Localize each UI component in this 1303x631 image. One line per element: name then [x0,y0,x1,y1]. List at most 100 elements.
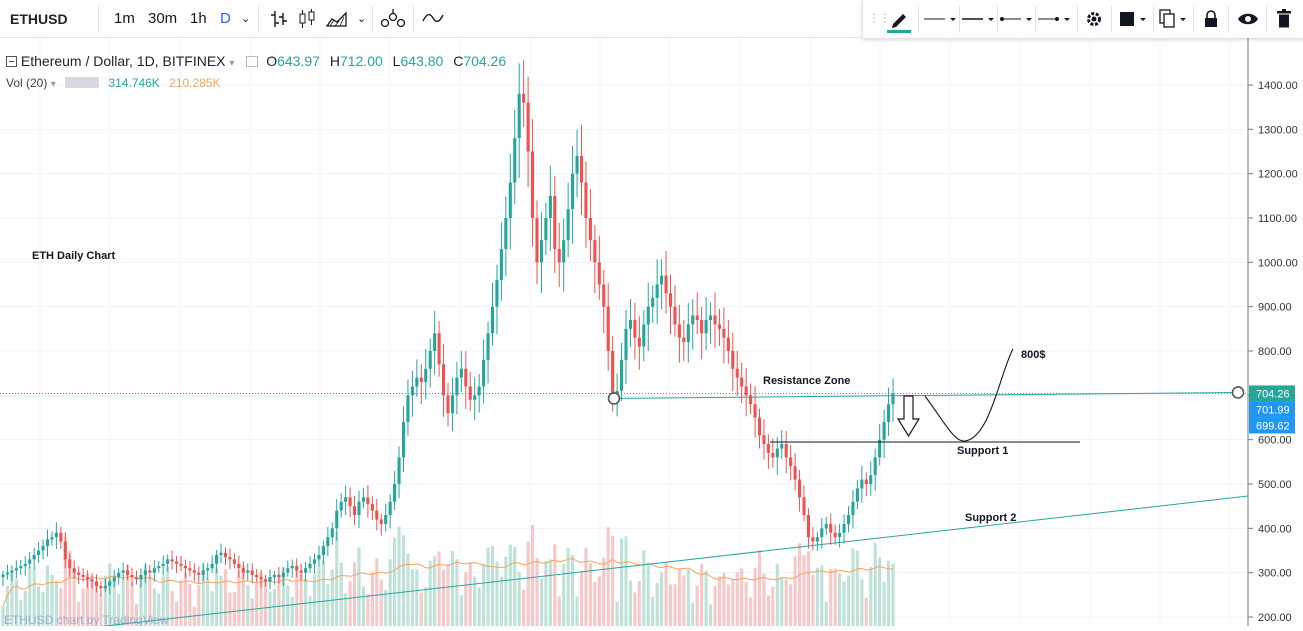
settings-icon[interactable] [1085,10,1103,28]
candle-body [41,546,45,551]
candle-body [201,570,205,575]
volume-bar [335,531,339,626]
interval-dropdown-icon[interactable]: ⌄ [241,13,251,25]
candle-body [584,182,588,218]
interval-d-button[interactable]: D [220,10,231,27]
volume-bar [673,584,677,626]
trash-icon[interactable] [1276,9,1292,29]
volume-bar [1,605,5,626]
chart-grid [0,38,1248,626]
close-value: 704.26 [463,53,507,69]
volume-bar [597,576,601,626]
lock-icon[interactable] [1203,9,1219,29]
series-title[interactable]: Ethereum / Dollar, 1D, BITFINEX [20,53,226,69]
volume-bar [566,547,570,626]
volume-bar [14,579,18,626]
candle-body [504,218,508,250]
volume-bar [833,568,837,626]
volume-value: 314.746K [108,76,160,90]
candle-body [579,155,584,183]
candle-body [352,506,357,516]
volume-dropdown-icon[interactable]: ▾ [50,79,56,90]
volume-controls-icon[interactable] [65,77,100,88]
symbol-search[interactable]: ETHUSD [10,11,68,27]
candle-body [673,306,677,325]
candle-body [232,559,236,564]
price-chart[interactable]: ETH Daily Chart Resistance Zone 800$ Suppor… [0,38,1303,631]
candle-body [891,393,895,405]
candle-body [152,568,156,573]
volume-bar [370,572,374,626]
candle-body [762,435,766,445]
collapse-legend-icon[interactable] [6,56,17,67]
candle-body [477,386,481,396]
open-label: O [266,53,278,69]
candle-body [259,577,263,580]
volume-bar [393,537,397,626]
volume-bar [535,558,539,626]
volume-bar [183,573,188,626]
volume-bar [246,585,250,626]
volume-bar [624,536,628,626]
candle-body [486,333,490,360]
candle-body [393,484,397,502]
candle-body [246,570,250,573]
candle-body [10,570,14,573]
area-chart-icon[interactable] [326,10,348,28]
visibility-icon[interactable] [1237,11,1259,27]
line-style-icon[interactable] [923,12,957,26]
volume-bar [152,588,156,626]
candles-icon[interactable] [298,9,316,29]
interval-30m-button[interactable]: 30m [148,10,178,27]
bar-chart-icon[interactable] [270,9,288,29]
volume-bar [41,591,45,626]
candle-body [94,581,99,586]
series-dropdown-icon[interactable]: ▾ [229,58,235,69]
volume-bar [557,596,561,626]
candle-body [237,563,241,569]
volume-bar [143,564,147,626]
candle-body [553,195,557,250]
volume-bar [192,606,196,626]
indicators-icon[interactable] [422,11,444,25]
pencil-icon[interactable] [885,6,913,34]
candle-body [593,240,597,263]
candle-body [753,404,757,418]
fill-icon[interactable] [1117,9,1149,29]
clone-icon[interactable] [1157,8,1189,30]
chart-area[interactable]: ETH Daily Chart Resistance Zone 800$ Suppor… [0,38,1303,631]
volume-bar [802,555,806,626]
resistance-line [613,391,1239,399]
candle-body [397,457,401,484]
candle-body [161,563,165,567]
candle-body [433,333,437,351]
volume-bar [286,585,290,626]
volume-bar [482,563,486,626]
volume-bar [571,554,575,626]
line-width-icon[interactable] [961,12,995,26]
candle-body [878,439,882,458]
interval-1m-button[interactable]: 1m [114,10,135,27]
candle-body [326,537,330,547]
candle-body [299,570,303,573]
chart-type-dropdown-icon[interactable]: ⌄ [357,13,367,25]
candle-body [308,563,312,569]
candle-body [401,421,406,458]
volume-bar [197,585,201,626]
candle-body [557,249,561,263]
volume-bar [299,573,303,626]
volume-bars [1,524,895,626]
line-arrow-icon[interactable] [1037,12,1071,26]
drag-handle-icon[interactable]: ⋮⋮ [868,11,891,25]
price-label-bg [1249,385,1295,402]
y-tick-label: 1000.00 [1258,257,1298,269]
volume-title[interactable]: Vol (20) [6,76,48,90]
compare-icon[interactable] [380,8,406,30]
volume-bar [388,559,392,626]
candle-body [882,421,886,440]
candle-body [81,574,85,578]
series-settings-icon[interactable] [246,56,259,67]
interval-1h-button[interactable]: 1h [190,10,207,27]
line-dots-icon[interactable] [999,12,1033,26]
candle-body [37,550,41,555]
